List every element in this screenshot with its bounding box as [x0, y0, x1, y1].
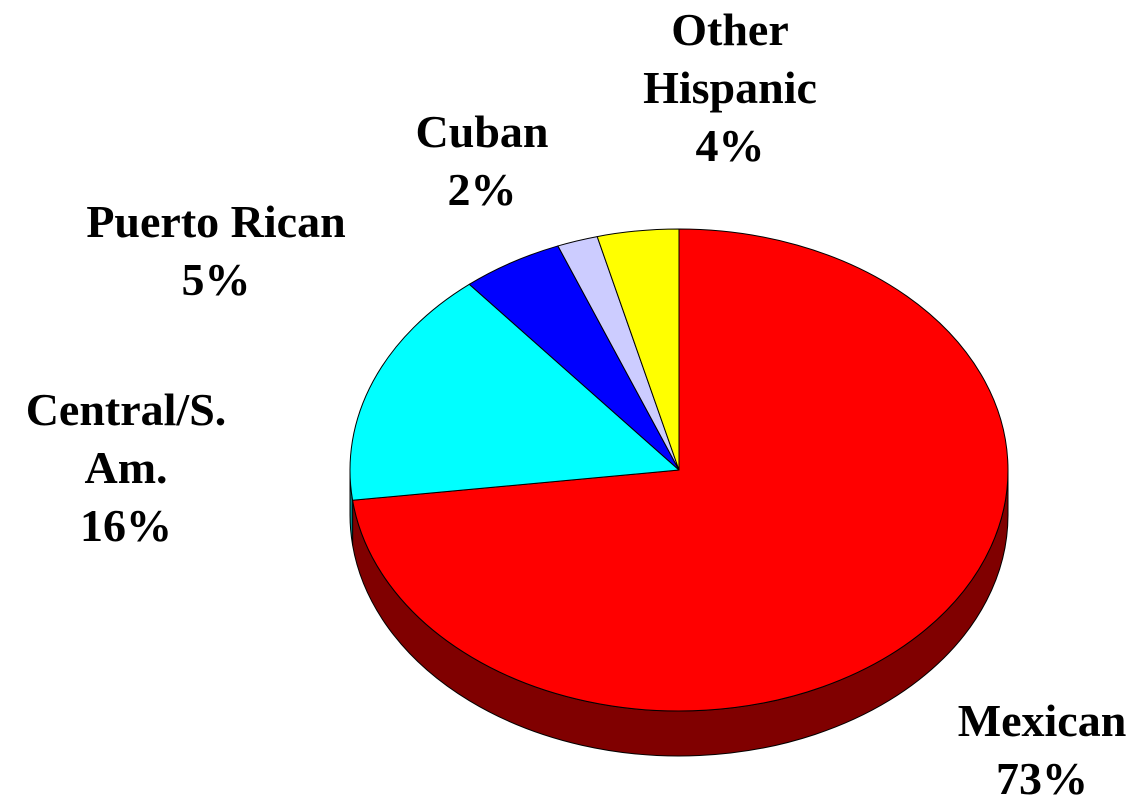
label-cuban-percent: 2% — [447, 164, 517, 215]
label-mexican-percent: 73% — [996, 753, 1088, 804]
slice-central-s-am — [349, 283, 680, 501]
label-puerto-rican-percent: 5% — [181, 254, 251, 305]
label-cuban-line1: Cuban — [415, 106, 549, 157]
label-mexican: Mexican 73% — [958, 692, 1127, 808]
label-other-hispanic-line1: Other — [671, 4, 789, 55]
label-central-south-american: Central/S. Am. 16% — [26, 381, 227, 555]
label-puerto-rican: Puerto Rican 5% — [86, 193, 345, 309]
label-other-hispanic-line2: Hispanic — [643, 62, 817, 113]
label-other-hispanic-percent: 4% — [695, 120, 765, 171]
label-other-hispanic: Other Hispanic 4% — [643, 1, 817, 175]
label-mexican-line1: Mexican — [957, 695, 1127, 746]
label-cuban: Cuban 2% — [416, 103, 549, 219]
label-central-percent: 16% — [79, 500, 172, 551]
slice-mexican — [352, 228, 1009, 712]
label-central-line2: Am. — [84, 442, 168, 493]
slice-other-hispanic — [596, 228, 680, 471]
label-puerto-rican-line1: Puerto Rican — [86, 196, 346, 247]
label-central-line1: Central/S. — [25, 384, 227, 435]
